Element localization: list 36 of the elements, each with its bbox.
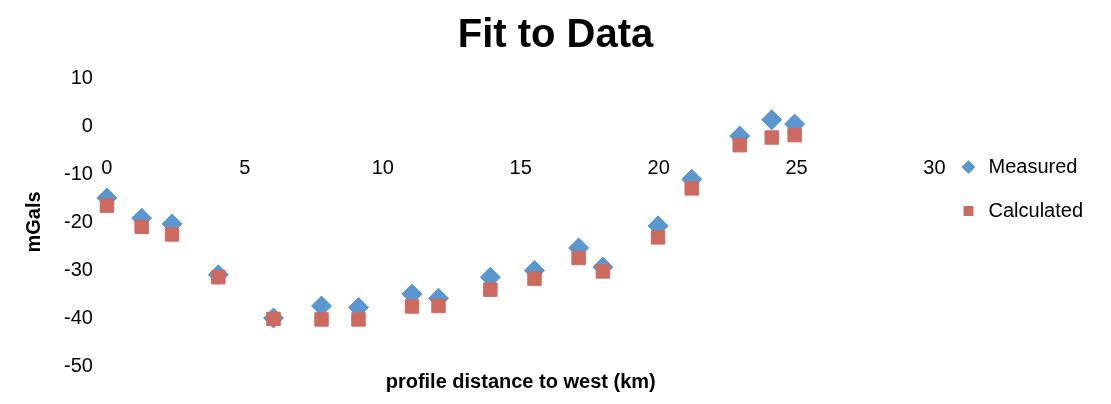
point [571, 250, 586, 266]
point [134, 219, 149, 235]
point [764, 130, 779, 145]
point [483, 282, 498, 297]
chart-title: Fit to Data [457, 11, 655, 56]
point [314, 312, 329, 327]
point [527, 271, 542, 286]
point [732, 137, 747, 153]
y-tick-label: 0 [81, 113, 93, 136]
y-tick-label: -20 [64, 209, 93, 232]
point [351, 312, 366, 327]
point [761, 109, 783, 131]
x-tick-label: 25 [785, 155, 808, 178]
legend-label: Calculated [988, 198, 1084, 221]
x-tick-label: 20 [647, 155, 670, 178]
x-tick-label: 5 [239, 155, 251, 178]
x-tick-label: 10 [371, 155, 394, 178]
y-tick-label: -40 [64, 305, 93, 328]
x-axis-title: profile distance to west (km) [385, 369, 656, 392]
point [595, 264, 611, 279]
point [164, 227, 180, 242]
point [684, 181, 699, 196]
point [787, 127, 802, 143]
point [404, 299, 420, 314]
y-tick-label: 10 [70, 65, 93, 88]
y-tick-label: -30 [64, 257, 93, 280]
point [431, 298, 446, 314]
y-tick-label: -10 [64, 161, 93, 184]
x-tick-label: 15 [509, 155, 532, 178]
y-axis-title: mGals [21, 191, 44, 253]
x-tick-label: 30 [923, 155, 946, 178]
point [650, 230, 666, 245]
point [99, 198, 115, 213]
x-tick-label: 0 [101, 155, 113, 178]
y-tick-label: -50 [64, 353, 93, 376]
legend-label: Measured [988, 154, 1078, 177]
